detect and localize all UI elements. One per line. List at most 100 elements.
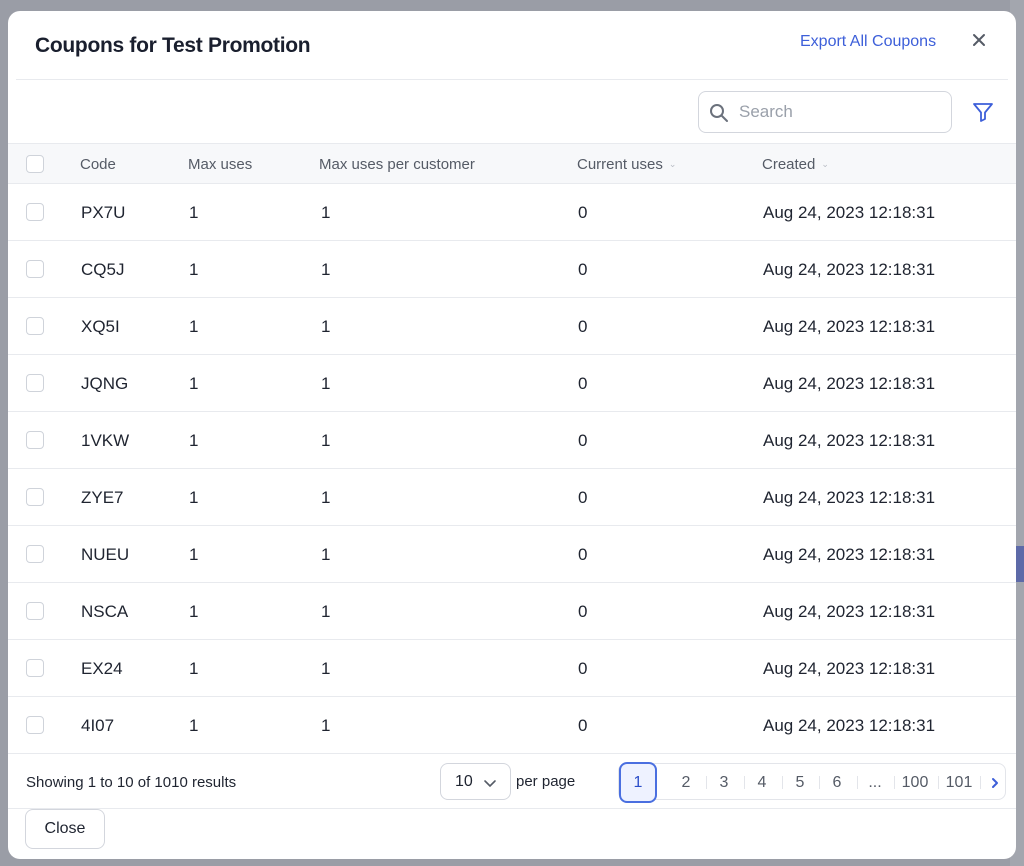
table-body: PX7U 1 1 0 Aug 24, 2023 12:18:31 CQ5J 1 1 0 Aug 2… — [8, 184, 1016, 754]
cell-max-uses: 1 — [189, 317, 199, 336]
cell-code: NSCA — [81, 602, 129, 621]
pagination-divider — [894, 776, 895, 789]
cell-created: Aug 24, 2023 12:18:31 — [763, 659, 936, 678]
cell-current-uses: 0 — [578, 203, 588, 222]
cell-created: Aug 24, 2023 12:18:31 — [763, 203, 936, 222]
cell-max-uses: 1 — [189, 716, 199, 735]
cell-max-uses-per-customer: 1 — [321, 203, 331, 222]
table-footer: Showing 1 to 10 of 1010 results 10 per p… — [8, 754, 1016, 809]
export-all-coupons-link[interactable]: Export All Coupons — [800, 33, 937, 50]
search-icon — [709, 103, 729, 123]
table-row: XQ5I 1 1 0 Aug 24, 2023 12:18:31 — [8, 298, 1016, 355]
modal-header: Coupons for Test Promotion Export All Co… — [8, 11, 1016, 79]
pagination-divider — [744, 776, 745, 789]
row-checkbox[interactable] — [26, 488, 44, 506]
cell-max-uses: 1 — [189, 260, 199, 279]
cell-code: XQ5I — [81, 317, 120, 336]
modal-title: Coupons for Test Promotion — [35, 34, 311, 57]
page-button[interactable]: 100 — [901, 774, 929, 791]
cell-created: Aug 24, 2023 12:18:31 — [763, 260, 936, 279]
cell-max-uses-per-customer: 1 — [321, 317, 331, 336]
page-button[interactable]: 5 — [795, 774, 805, 791]
row-checkbox[interactable] — [26, 374, 44, 392]
cell-max-uses: 1 — [189, 488, 199, 507]
column-header-current-uses[interactable]: Current uses ⌄ — [577, 156, 676, 173]
chevron-down-icon — [483, 776, 497, 790]
cell-max-uses-per-customer: 1 — [321, 431, 331, 450]
page-button[interactable]: 101 — [945, 774, 973, 791]
table-row: NUEU 1 1 0 Aug 24, 2023 12:18:31 — [8, 526, 1016, 583]
row-checkbox[interactable] — [26, 203, 44, 221]
cell-current-uses: 0 — [578, 716, 588, 735]
page-button[interactable]: 1 — [619, 762, 657, 803]
close-icon[interactable] — [968, 29, 990, 51]
cell-code: 1VKW — [81, 431, 130, 450]
row-checkbox[interactable] — [26, 602, 44, 620]
table-row: EX24 1 1 0 Aug 24, 2023 12:18:31 — [8, 640, 1016, 697]
cell-created: Aug 24, 2023 12:18:31 — [763, 488, 936, 507]
header-divider — [16, 79, 1008, 80]
cell-max-uses: 1 — [189, 659, 199, 678]
column-header-label: Max uses — [188, 156, 253, 173]
cell-max-uses: 1 — [189, 374, 199, 393]
cell-current-uses: 0 — [578, 317, 588, 336]
row-checkbox[interactable] — [26, 716, 44, 734]
column-header-max-uses-per-customer[interactable]: Max uses per customer — [319, 156, 475, 173]
row-checkbox[interactable] — [26, 317, 44, 335]
table-row: CQ5J 1 1 0 Aug 24, 2023 12:18:31 — [8, 241, 1016, 298]
cell-current-uses: 0 — [578, 260, 588, 279]
table-toolbar — [8, 80, 1016, 142]
cell-current-uses: 0 — [578, 374, 588, 393]
coupons-table: Code Max uses Max uses per customer Curr… — [8, 143, 1016, 754]
table-row: JQNG 1 1 0 Aug 24, 2023 12:18:31 — [8, 355, 1016, 412]
row-checkbox[interactable] — [26, 431, 44, 449]
pagination-divider — [938, 776, 939, 789]
sort-chevron-icon: ⌄ — [668, 159, 677, 169]
per-page-label: per page — [516, 773, 576, 790]
results-summary: Showing 1 to 10 of 1010 results — [26, 774, 237, 791]
column-header-label: Current uses — [577, 156, 663, 173]
page-button[interactable]: 3 — [719, 774, 729, 791]
pagination-divider — [819, 776, 820, 789]
table-row: NSCA 1 1 0 Aug 24, 2023 12:18:31 — [8, 583, 1016, 640]
search-input[interactable] — [739, 100, 939, 124]
cell-max-uses-per-customer: 1 — [321, 260, 331, 279]
table-row: PX7U 1 1 0 Aug 24, 2023 12:18:31 — [8, 184, 1016, 241]
pagination-divider — [980, 776, 981, 789]
cell-current-uses: 0 — [578, 602, 588, 621]
chevron-right-icon[interactable] — [981, 764, 1009, 801]
column-header-created[interactable]: Created ⌄ — [762, 156, 829, 173]
cell-created: Aug 24, 2023 12:18:31 — [763, 374, 936, 393]
pagination-divider — [706, 776, 707, 789]
row-checkbox[interactable] — [26, 659, 44, 677]
pagination: 1 2 3 4 5 6... 100 101 — [618, 762, 1009, 803]
cell-max-uses-per-customer: 1 — [321, 488, 331, 507]
sort-chevron-icon: ⌄ — [821, 159, 829, 169]
cell-code: 4I07 — [81, 716, 115, 735]
column-header-code[interactable]: Code — [80, 156, 116, 173]
select-all-checkbox[interactable] — [26, 155, 44, 173]
page-button[interactable]: 4 — [757, 774, 767, 791]
cell-current-uses: 0 — [578, 545, 588, 564]
close-button[interactable]: Close — [25, 809, 105, 849]
table-row: 1VKW 1 1 0 Aug 24, 2023 12:18:31 — [8, 412, 1016, 469]
per-page-select[interactable]: 10 — [440, 763, 511, 800]
table-row: 4I07 1 1 0 Aug 24, 2023 12:18:31 — [8, 697, 1016, 754]
cell-code: EX24 — [81, 659, 123, 678]
column-header-max-uses[interactable]: Max uses — [188, 156, 252, 173]
row-checkbox[interactable] — [26, 545, 44, 563]
row-checkbox[interactable] — [26, 260, 44, 278]
page-button[interactable]: 6 — [832, 774, 842, 791]
cell-max-uses-per-customer: 1 — [321, 545, 331, 564]
filter-icon[interactable] — [972, 101, 994, 123]
pagination-divider — [857, 776, 858, 789]
cell-max-uses-per-customer: 1 — [321, 659, 331, 678]
page-button[interactable]: 2 — [681, 774, 691, 791]
pagination-divider — [782, 776, 783, 789]
search-box[interactable] — [698, 91, 952, 133]
cell-max-uses: 1 — [189, 431, 199, 450]
cell-created: Aug 24, 2023 12:18:31 — [763, 602, 936, 621]
cell-created: Aug 24, 2023 12:18:31 — [763, 317, 936, 336]
cell-created: Aug 24, 2023 12:18:31 — [763, 716, 936, 735]
column-header-label: Max uses per customer — [319, 156, 475, 173]
